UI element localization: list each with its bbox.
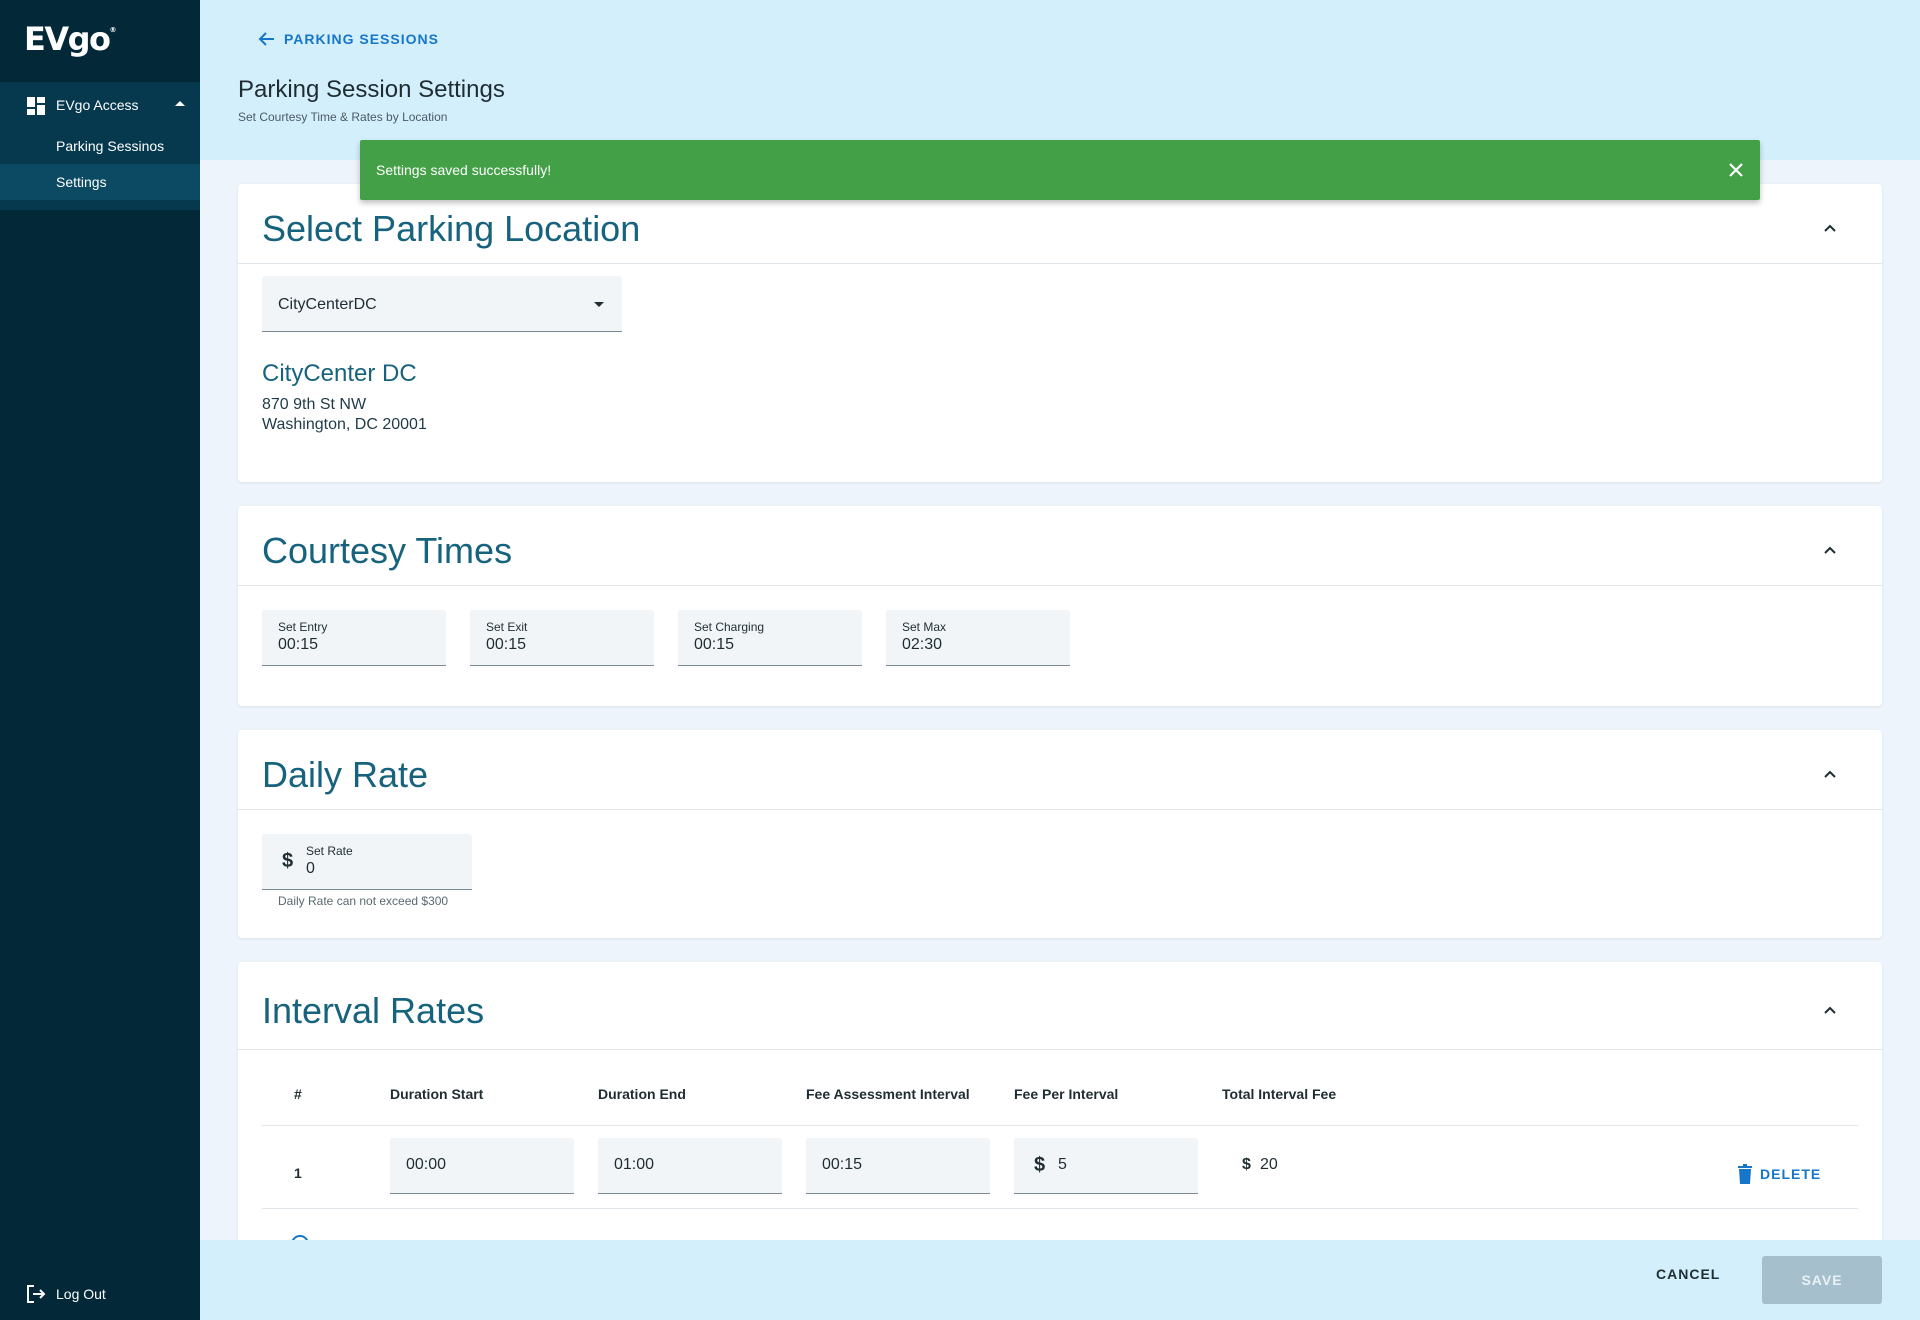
- logout-button[interactable]: Log Out: [26, 1284, 106, 1304]
- daily-rate-card: Daily Rate $ Set Rate 0 Daily Rate can n…: [238, 730, 1882, 938]
- set-rate-field[interactable]: $ Set Rate 0: [262, 834, 472, 890]
- delete-label: DELETE: [1760, 1166, 1822, 1182]
- row-number: 1: [294, 1165, 302, 1181]
- card-title: Interval Rates: [262, 990, 485, 1031]
- fee-per-interval-input[interactable]: $ 5: [1014, 1138, 1198, 1194]
- dollar-icon: $: [282, 850, 294, 872]
- success-toast: Settings saved successfully!: [360, 140, 1760, 200]
- card-divider: [238, 263, 1882, 264]
- trash-icon: [1738, 1164, 1752, 1184]
- chevron-up-icon[interactable]: [1822, 766, 1838, 782]
- sidebar-item-settings[interactable]: Settings: [0, 164, 200, 200]
- total-interval-fee: 20: [1260, 1156, 1278, 1173]
- card-title: Daily Rate: [262, 754, 429, 795]
- logout-icon: [27, 1285, 46, 1303]
- field-value: 00:15: [486, 636, 527, 653]
- page-title: Parking Session Settings: [238, 76, 505, 103]
- dashboard-icon: [27, 97, 45, 115]
- courtesy-times-card: Courtesy Times Set Entry 00:15 Set Exit …: [238, 506, 1882, 706]
- address-line-1: 870 9th St NW: [262, 396, 367, 413]
- location-name: CityCenter DC: [262, 360, 417, 387]
- column-header-fee-assessment-interval: Fee Assessment Interval: [806, 1086, 970, 1102]
- field-label: Set Exit: [486, 620, 528, 634]
- field-value: 00:15: [694, 636, 735, 653]
- set-charging-field[interactable]: Set Charging 00:15: [678, 610, 862, 666]
- chevron-up-icon[interactable]: [1822, 220, 1838, 236]
- set-entry-field[interactable]: Set Entry 00:15: [262, 610, 446, 666]
- address-line-2: Washington, DC 20001: [262, 416, 427, 433]
- caret-up-icon: [175, 101, 185, 106]
- save-button[interactable]: SAVE: [1762, 1256, 1882, 1304]
- select-parking-location-card: Select Parking Location CityCenterDC Cit…: [238, 184, 1882, 482]
- table-divider: [262, 1208, 1858, 1209]
- input-value: 01:00: [614, 1156, 655, 1173]
- sidebar-item-label: Parking Sessinos: [56, 138, 165, 154]
- arrow-left-icon: [258, 32, 274, 46]
- back-link-label: PARKING SESSIONS: [284, 31, 439, 47]
- table-divider: [262, 1125, 1858, 1126]
- column-header-duration-start: Duration Start: [390, 1086, 484, 1102]
- dropdown-arrow-icon: [594, 302, 604, 307]
- daily-rate-helper-text: Daily Rate can not exceed $300: [278, 894, 449, 908]
- sidebar-group-header[interactable]: EVgo Access: [0, 82, 200, 128]
- save-label: SAVE: [1801, 1272, 1843, 1288]
- cancel-button[interactable]: CANCEL: [1656, 1266, 1721, 1282]
- field-label: Set Rate: [306, 844, 353, 858]
- location-select-value: CityCenterDC: [278, 296, 377, 313]
- logout-label: Log Out: [56, 1286, 106, 1302]
- dollar-icon: $: [1242, 1156, 1251, 1173]
- dollar-icon: $: [1034, 1154, 1046, 1176]
- input-value: 5: [1058, 1156, 1067, 1173]
- field-label: Set Entry: [278, 620, 328, 634]
- close-icon[interactable]: [1724, 158, 1748, 182]
- fee-assessment-interval-input[interactable]: 00:15: [806, 1138, 990, 1194]
- delete-button[interactable]: DELETE: [1736, 1164, 1821, 1184]
- location-select[interactable]: CityCenterDC: [262, 276, 622, 332]
- column-header-total-interval-fee: Total Interval Fee: [1222, 1086, 1337, 1102]
- sidebar-item-parking-sessions[interactable]: Parking Sessinos: [0, 128, 200, 164]
- card-title: Select Parking Location: [262, 208, 641, 249]
- field-label: Set Max: [902, 620, 947, 634]
- field-value: 00:15: [278, 636, 319, 653]
- card-divider: [238, 585, 1882, 586]
- input-value: 00:15: [822, 1156, 863, 1173]
- evgo-logo[interactable]: EVgo®: [24, 20, 117, 58]
- input-value: 00:00: [406, 1156, 447, 1173]
- sidebar-group-label: EVgo Access: [56, 97, 139, 113]
- footer-bar: CANCEL SAVE: [200, 1240, 1920, 1320]
- card-title: Courtesy Times: [262, 530, 513, 571]
- set-max-field[interactable]: Set Max 02:30: [886, 610, 1070, 666]
- sidebar: EVgo® EVgo Access Parking Sessinos Setti…: [0, 0, 200, 1320]
- column-header-duration-end: Duration End: [598, 1086, 686, 1102]
- column-header-fee-per-interval: Fee Per Interval: [1014, 1086, 1119, 1102]
- set-exit-field[interactable]: Set Exit 00:15: [470, 610, 654, 666]
- back-to-parking-sessions-link[interactable]: PARKING SESSIONS: [258, 30, 439, 48]
- duration-end-input[interactable]: 01:00: [598, 1138, 782, 1194]
- field-label: Set Charging: [694, 620, 765, 634]
- sidebar-group-evgo-access: EVgo Access Parking Sessinos Settings: [0, 82, 200, 210]
- field-value: 02:30: [902, 636, 943, 653]
- duration-start-input[interactable]: 00:00: [390, 1138, 574, 1194]
- column-header-number: #: [294, 1086, 302, 1102]
- field-value: 0: [306, 860, 315, 877]
- chevron-up-icon[interactable]: [1822, 542, 1838, 558]
- card-divider: [238, 1049, 1882, 1050]
- interval-rates-card: Interval Rates # Duration Start Duration…: [238, 962, 1882, 1282]
- sidebar-item-label: Settings: [56, 174, 107, 190]
- card-divider: [238, 809, 1882, 810]
- page-subtitle: Set Courtesy Time & Rates by Location: [238, 110, 448, 124]
- chevron-up-icon[interactable]: [1822, 1002, 1838, 1018]
- page-header: PARKING SESSIONS Parking Session Setting…: [200, 0, 1920, 160]
- toast-message: Settings saved successfully!: [376, 162, 552, 178]
